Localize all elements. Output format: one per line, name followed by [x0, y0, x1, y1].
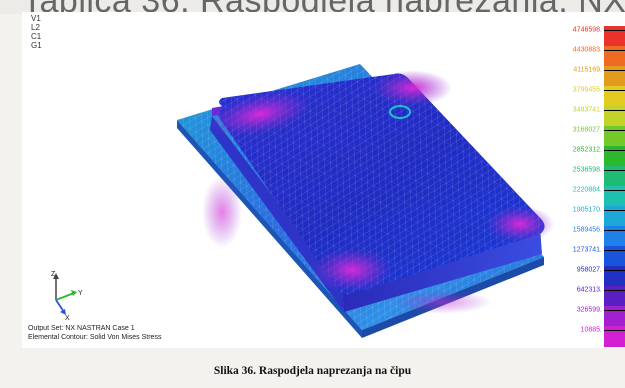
legend-tick: [604, 130, 625, 131]
legend-swatch: [604, 306, 625, 327]
base-edge-stress: [202, 176, 492, 314]
legend-swatch: [604, 186, 625, 207]
output-set-text: Output Set: NX NASTRAN Case 1: [28, 325, 135, 332]
legend-swatch: [604, 26, 625, 47]
stress-contour-render: [177, 64, 554, 338]
legend-swatch: [604, 206, 625, 227]
legend-value: 1273741.: [572, 246, 602, 254]
legend-swatch: [604, 326, 625, 347]
page-header-strip: Tablica 36. Raspodjela naprezanja, NX Na…: [0, 0, 625, 14]
legend-swatch: [604, 286, 625, 307]
figure-caption: Slika 36. Raspodjela naprezanja na čipu: [213, 365, 412, 377]
stress-hotspots: [208, 70, 554, 292]
legend-swatch: [604, 86, 625, 107]
y-axis-line: [55, 292, 75, 301]
legend-swatch: [604, 126, 625, 147]
contour-type-text: Elemental Contour: Solid Von Mises Stres…: [28, 334, 162, 341]
legend-value: 1589456.: [572, 226, 602, 234]
legend-tick: [604, 150, 625, 151]
view-line: V1: [31, 14, 41, 23]
legend-value: 2852312.: [572, 146, 602, 154]
legend-tick: [604, 210, 625, 211]
legend-colorbar: [604, 26, 625, 347]
legend-tick: [604, 330, 625, 331]
z-axis-label: Z: [51, 271, 56, 278]
legend-tick: [604, 230, 625, 231]
legend-value: 3483741.: [572, 106, 602, 114]
legend-swatch: [604, 266, 625, 287]
legend-swatch: [604, 226, 625, 247]
legend-value: 3168027.: [572, 126, 602, 134]
legend-swatch: [604, 246, 625, 267]
legend-tick: [604, 70, 625, 71]
legend-tick: [604, 190, 625, 191]
view-line: C1: [31, 32, 42, 41]
legend-labels: 4746598. 4430883. 4115169. 3799455. 3483741.…: [544, 26, 602, 346]
view-line: L2: [31, 23, 40, 32]
view-identifiers: V1 L2 C1 G1: [31, 14, 42, 50]
legend-tick: [604, 270, 625, 271]
legend-swatch: [604, 166, 625, 187]
header-text: Tablica 36. Raspodjela naprezanja, NX Na…: [22, 0, 625, 14]
legend-tick: [604, 30, 625, 31]
legend-value: 4746598.: [572, 26, 602, 34]
view-line: G1: [31, 41, 42, 50]
legend-tick: [604, 90, 625, 91]
y-axis-label: Y: [78, 290, 83, 297]
legend-swatch: [604, 66, 625, 87]
legend-value: 326599.: [576, 306, 602, 314]
axis-triad: Z Y X: [51, 271, 83, 320]
legend-tick: [604, 310, 625, 311]
output-info: Output Set: NX NASTRAN Case 1 Elemental …: [28, 324, 161, 342]
legend-tick: [604, 50, 625, 51]
legend-value: 642313.: [576, 286, 602, 294]
legend-value: 4430883.: [572, 46, 602, 54]
legend-value: 2220884.: [572, 186, 602, 194]
legend-value: 958027.: [576, 266, 602, 274]
legend-value: 10885.: [580, 326, 602, 334]
x-axis-line: [55, 299, 65, 313]
legend-tick: [604, 290, 625, 291]
legend-value: 1905170.: [572, 206, 602, 214]
legend-tick: [604, 250, 625, 251]
chip-top: [218, 73, 545, 295]
legend-value: 4115169.: [573, 66, 602, 74]
legend-swatch: [604, 146, 625, 167]
legend-value: 2536598.: [572, 166, 602, 174]
legend-tick: [604, 170, 625, 171]
fea-figure: V1 L2 C1 G1 Z Y X Output Set: NX NASTRAN…: [22, 12, 625, 348]
legend-swatch: [604, 46, 625, 67]
stress-legend: 4746598. 4430883. 4115169. 3799455. 3483741.…: [544, 26, 625, 347]
x-axis-label: X: [65, 315, 70, 320]
legend-swatch: [604, 106, 625, 127]
legend-value: 3799455.: [572, 86, 602, 94]
legend-tick: [604, 110, 625, 111]
